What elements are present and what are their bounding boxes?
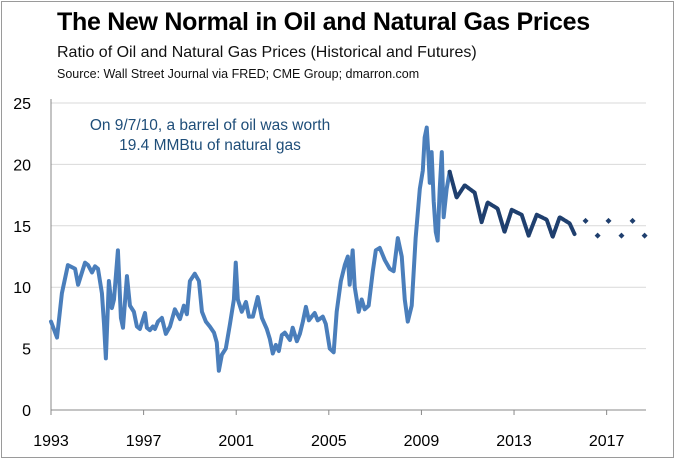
futures-series-line <box>447 169 577 239</box>
futures-marker <box>629 217 636 224</box>
x-tick-label: 2005 <box>311 433 347 450</box>
y-tick-label: 10 <box>13 280 31 297</box>
y-tick-label: 0 <box>22 403 31 420</box>
y-tick-label: 5 <box>22 342 31 359</box>
x-tick-label: 2017 <box>589 433 625 450</box>
annotation-text: 19.4 MMBtu of natural gas <box>119 137 301 154</box>
y-tick-label: 20 <box>13 157 31 174</box>
chart-subtitle: Ratio of Oil and Natural Gas Prices (His… <box>57 44 477 61</box>
y-tick-label: 25 <box>13 96 31 113</box>
chart-source: Source: Wall Street Journal via FRED; CM… <box>57 67 420 81</box>
x-tick-label: 2009 <box>404 433 440 450</box>
x-tick-label: 1997 <box>126 433 162 450</box>
futures-marker <box>618 232 625 239</box>
historical-series-line <box>49 125 452 373</box>
chart-title: The New Normal in Oil and Natural Gas Pr… <box>57 8 590 36</box>
x-tick-label: 2001 <box>218 433 254 450</box>
x-tick-label: 2013 <box>496 433 532 450</box>
futures-marker <box>641 232 648 239</box>
annotation-text: On 9/7/10, a barrel of oil was worth <box>90 117 330 134</box>
futures-marker <box>605 217 612 224</box>
y-tick-label: 15 <box>13 219 31 236</box>
futures-marker <box>594 232 601 239</box>
futures-marker <box>582 217 589 224</box>
x-tick-label: 1993 <box>33 433 69 450</box>
